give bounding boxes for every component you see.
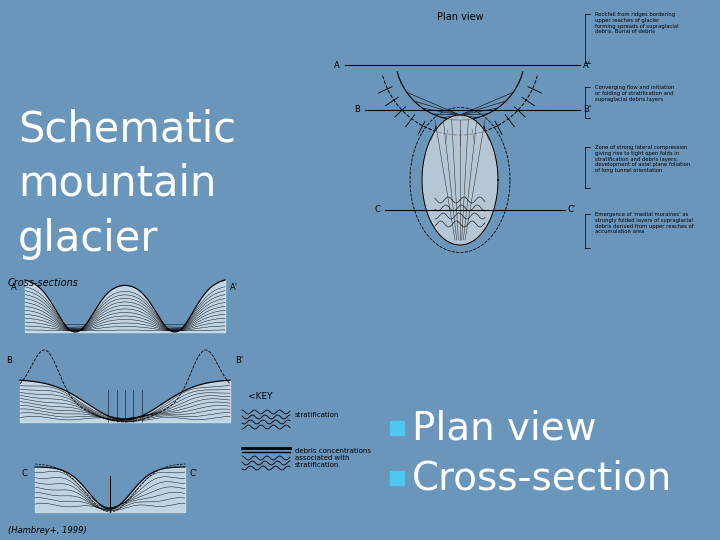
Text: A': A'	[583, 60, 591, 70]
Text: A: A	[12, 284, 17, 292]
Text: (Hambrey+, 1999): (Hambrey+, 1999)	[8, 526, 86, 535]
Bar	[390, 471, 404, 485]
Text: Cross-section: Cross-section	[412, 459, 672, 497]
Text: Cross-sections: Cross-sections	[8, 278, 79, 288]
Text: Plan view: Plan view	[437, 12, 483, 22]
Text: B: B	[6, 356, 12, 365]
Text: A: A	[334, 60, 340, 70]
Text: A': A'	[230, 284, 238, 292]
Text: Emergence of 'medial moraines' as
strongly folded layers of supraglacial
debris : Emergence of 'medial moraines' as strong…	[595, 212, 693, 234]
Text: debris concentrations
associated with
stratification: debris concentrations associated with st…	[295, 448, 371, 468]
Text: Schematic: Schematic	[18, 108, 236, 150]
Text: <KEY: <KEY	[248, 392, 272, 401]
Text: glacier: glacier	[18, 218, 158, 260]
Text: stratification: stratification	[295, 412, 339, 418]
Text: C: C	[374, 206, 380, 214]
Text: Plan view: Plan view	[412, 409, 596, 447]
Text: C': C'	[568, 206, 576, 214]
Polygon shape	[422, 115, 498, 245]
Text: mountain: mountain	[18, 163, 217, 205]
Text: Rockfall from ridges bordering
upper reaches of glacier
forming spreads of supra: Rockfall from ridges bordering upper rea…	[595, 12, 679, 35]
Text: Converging flow and initiation
or folding of stratification and
supraglacial deb: Converging flow and initiation or foldin…	[595, 85, 674, 102]
Bar	[390, 421, 404, 435]
Text: B': B'	[583, 105, 591, 114]
Text: C': C'	[190, 469, 198, 477]
Text: Zone of strong lateral compression
giving rise to tight open folds in
stratifica: Zone of strong lateral compression givin…	[595, 145, 690, 173]
Text: B: B	[354, 105, 360, 114]
Text: C: C	[21, 469, 27, 477]
Text: B': B'	[235, 356, 243, 365]
